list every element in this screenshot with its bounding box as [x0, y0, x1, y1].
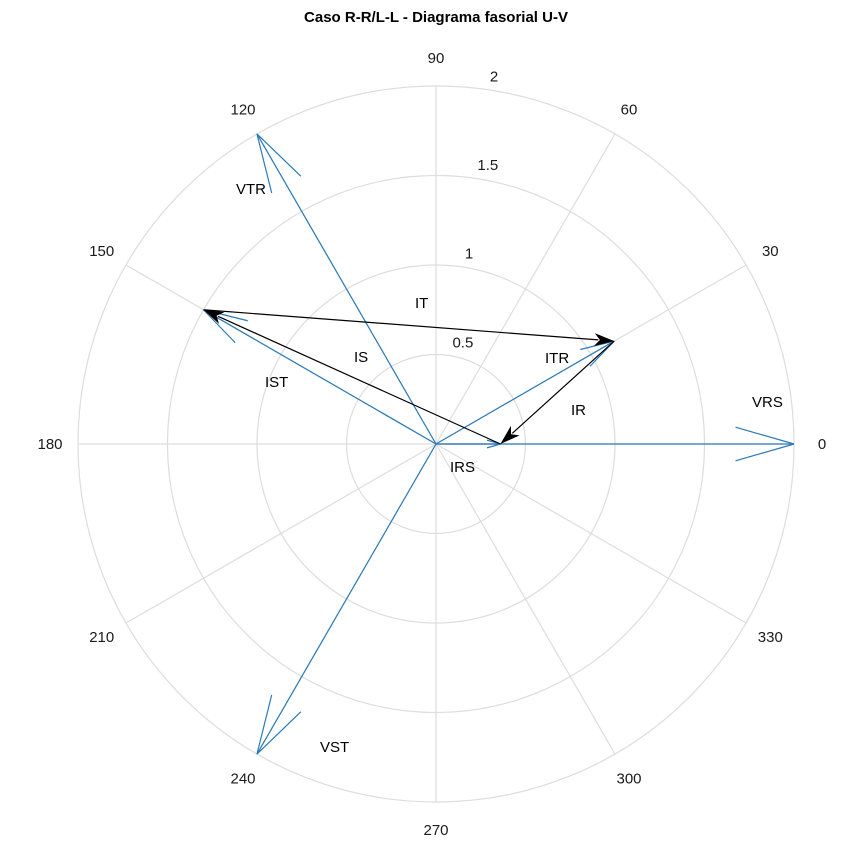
angle-tick-label: 0 — [818, 436, 826, 453]
phasor-it — [203, 309, 615, 346]
phasor-vst — [256, 443, 437, 755]
phasor-irs — [436, 439, 501, 449]
phasor-ist — [203, 309, 437, 445]
angle-tick-label: 30 — [762, 243, 779, 260]
chart-title: Caso R-R/L-L - Diagrama fasorial U-V — [304, 9, 568, 26]
phasor-label-vrs: VRS — [752, 394, 783, 411]
phasor-ir — [500, 340, 615, 444]
angle-tick-label: 60 — [621, 102, 638, 119]
radial-tick-label: 1.5 — [477, 157, 498, 174]
angle-tick-label: 150 — [89, 243, 114, 260]
angle-tick-label: 90 — [428, 50, 445, 67]
phasor-label-itr: ITR — [545, 350, 569, 367]
angle-tick-label: 270 — [423, 822, 448, 839]
phasor-label-irs: IRS — [450, 459, 475, 476]
angle-tick-label: 240 — [230, 770, 255, 787]
phasor-label-it: IT — [415, 295, 428, 312]
grid-spoke-2 — [435, 133, 616, 445]
phasor-labels: VRS VTR VST ITR IST IRS IT IR IS — [236, 181, 783, 756]
phasor-itr — [435, 340, 615, 445]
grid-spoke-10 — [435, 443, 616, 755]
phasor-label-vst: VST — [320, 739, 349, 756]
tick-labels: 0.5 1 1.5 2 0 30 60 90 120 150 180 210 240 270 300 330 — [37, 50, 826, 839]
radial-tick-label: 1 — [465, 246, 473, 263]
angle-tick-label: 300 — [616, 770, 641, 787]
radial-tick-label: 2 — [490, 68, 498, 85]
angle-tick-label: 210 — [89, 629, 114, 646]
phasor-vtr — [256, 133, 437, 445]
grid-spoke-7 — [125, 443, 437, 624]
angle-tick-label: 180 — [37, 436, 62, 453]
phasor-label-ir: IR — [571, 402, 586, 419]
phasor-label-vtr: VTR — [236, 181, 266, 198]
phasor-layer — [203, 133, 795, 755]
phasor-is — [203, 309, 501, 445]
angle-tick-label: 330 — [758, 629, 783, 646]
grid-spoke-11 — [435, 443, 747, 624]
phasor-label-ist: IST — [265, 374, 288, 391]
angle-tick-label: 120 — [230, 102, 255, 119]
phasor-label-is: IS — [354, 349, 368, 366]
radial-tick-label: 0.5 — [452, 334, 473, 351]
